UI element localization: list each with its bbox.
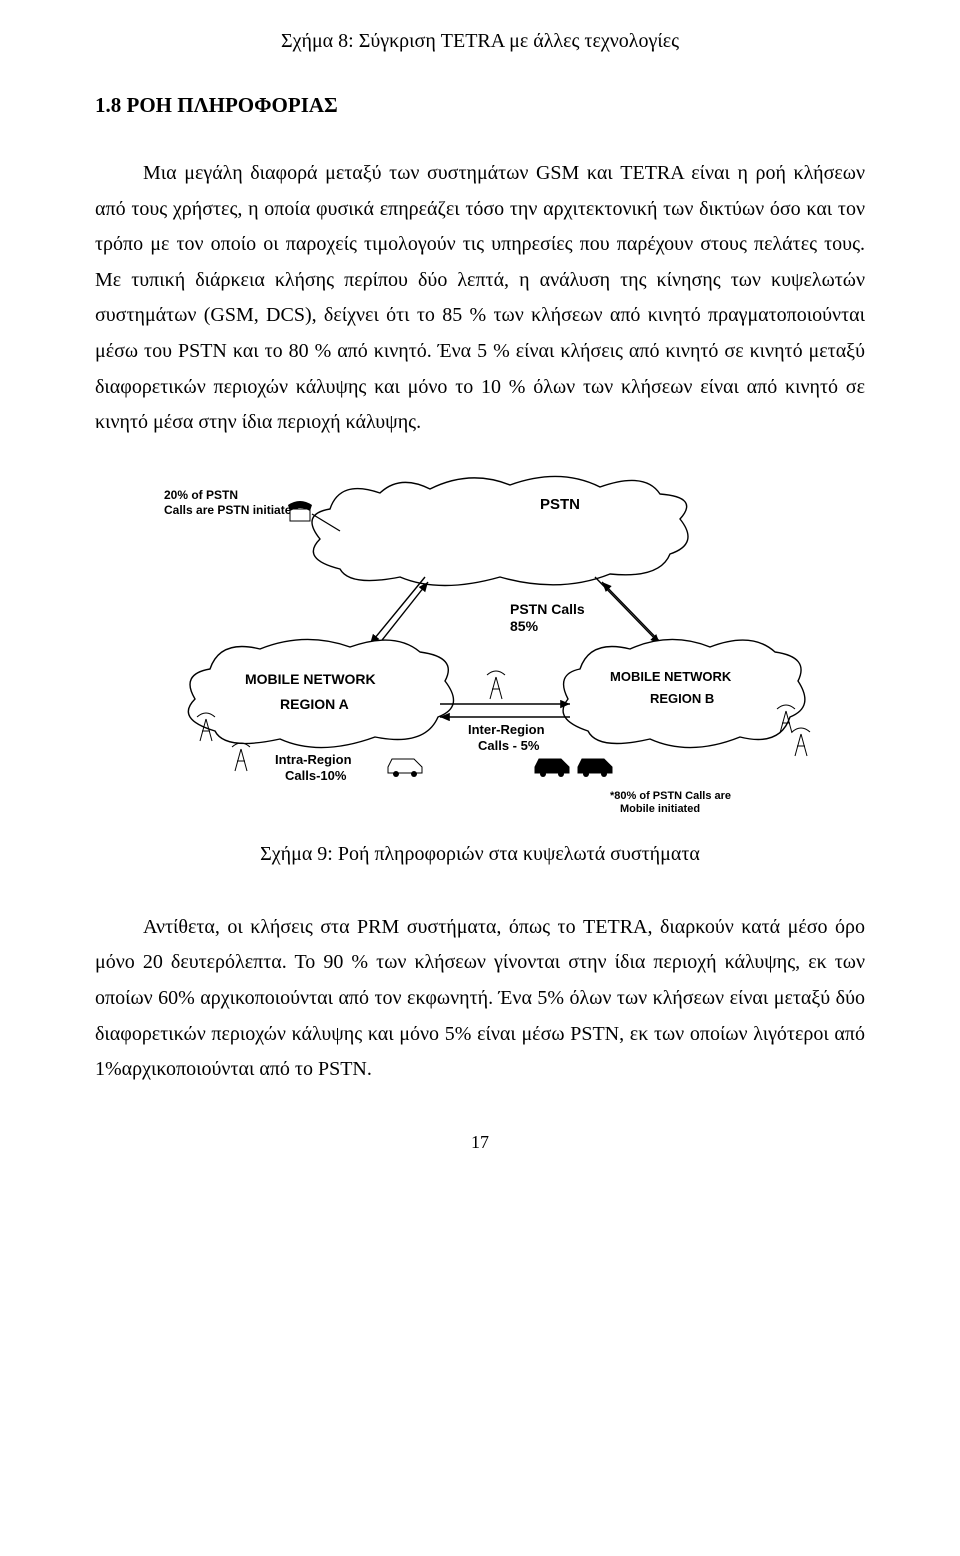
footnote-line2: Mobile initiated — [620, 803, 700, 815]
pstn-initiated-line2: Calls are PSTN initiated — [164, 503, 299, 517]
car-icon — [578, 759, 612, 777]
tower-icon — [232, 743, 250, 771]
figure-9-diagram: PSTN 20% of PSTN Calls are PSTN initiate… — [95, 459, 865, 819]
intra-region-line1: Intra-Region — [275, 752, 352, 767]
car-icon — [535, 759, 569, 777]
page-number: 17 — [95, 1132, 865, 1153]
inter-region-line1: Inter-Region — [468, 722, 545, 737]
inter-region-line2: Calls - 5% — [478, 738, 540, 753]
figure-8-caption: Σχήμα 8: Σύγκριση TETRA με άλλες τεχνολο… — [95, 30, 865, 53]
paragraph-1: Μια μεγάλη διαφορά μεταξύ των συστημάτων… — [95, 156, 865, 441]
section-heading: 1.8 ΡΟΗ ΠΛΗΡΟΦΟΡΙΑΣ — [95, 93, 865, 118]
paragraph-2: Αντίθετα, οι κλήσεις στα PRM συστήματα, … — [95, 910, 865, 1088]
phone-icon — [288, 501, 312, 521]
intra-region-line2: Calls-10% — [285, 768, 347, 783]
tower-icon — [487, 671, 505, 699]
pstn-calls-line2: 85% — [510, 618, 539, 634]
figure-9-caption: Σχήμα 9: Ροή πληροφοριών στα κυψελωτά συ… — [95, 843, 865, 866]
pstn-calls-line1: PSTN Calls — [510, 601, 585, 617]
region-b-line2: REGION B — [650, 691, 714, 706]
pstn-initiated-line1: 20% of PSTN — [164, 488, 238, 502]
tower-icon — [792, 728, 810, 756]
region-a-line2: REGION A — [280, 696, 349, 712]
car-icon — [388, 759, 422, 777]
footnote-line1: *80% of PSTN Calls are — [610, 790, 731, 802]
region-b-line1: MOBILE NETWORK — [610, 669, 732, 684]
region-a-line1: MOBILE NETWORK — [245, 671, 376, 687]
pstn-label: PSTN — [540, 496, 580, 513]
